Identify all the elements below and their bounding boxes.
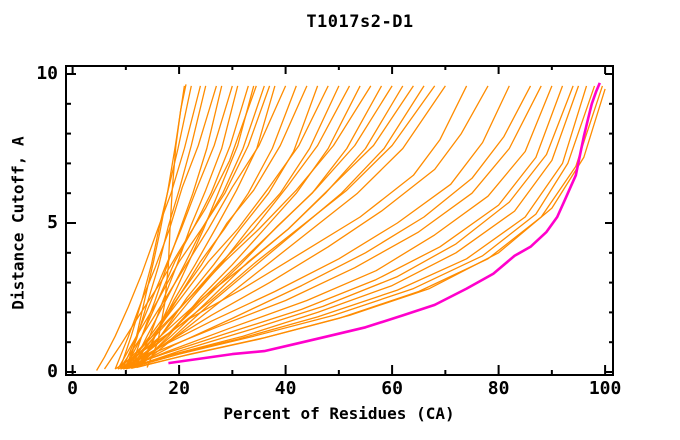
model-curve xyxy=(114,85,468,370)
model-curve xyxy=(120,85,510,370)
model-curve xyxy=(122,85,414,368)
plot-frame xyxy=(65,65,614,376)
model-curve xyxy=(136,88,606,369)
model-curve xyxy=(117,85,542,370)
model-curve xyxy=(123,85,588,370)
x-tick-label: 60 xyxy=(381,378,403,399)
model-curve xyxy=(125,85,351,368)
model-curve xyxy=(96,85,202,371)
model-curve xyxy=(103,85,257,370)
model-curve xyxy=(119,85,287,368)
model-curve xyxy=(130,85,265,368)
x-tick-label: 100 xyxy=(588,378,622,399)
x-tick-label: 20 xyxy=(168,378,190,399)
model-curve xyxy=(120,85,372,368)
model-curve xyxy=(130,85,297,367)
x-axis-label: Percent of Residues (CA) xyxy=(223,404,455,423)
model-curve xyxy=(122,85,329,368)
model-curve xyxy=(133,85,340,367)
model-curve xyxy=(125,85,249,368)
model-curve xyxy=(117,85,271,370)
model-curve xyxy=(120,85,564,370)
y-tick-label: 10 xyxy=(36,63,58,84)
model-curve xyxy=(127,85,186,368)
x-tick-label: 0 xyxy=(67,378,79,399)
x-tick-label: 80 xyxy=(487,378,510,399)
y-tick-label: 0 xyxy=(47,361,58,382)
model-curve xyxy=(119,85,192,368)
model-curve xyxy=(122,85,233,368)
y-tick-label: 5 xyxy=(47,212,58,233)
model-curve xyxy=(114,85,218,370)
model-curve xyxy=(125,85,308,368)
model-curve xyxy=(125,85,489,369)
x-tick-label: 40 xyxy=(274,378,297,399)
highlighted-model-curve xyxy=(168,82,601,365)
model-curve xyxy=(138,85,446,367)
model-curve xyxy=(125,85,580,370)
chart-title: T1017s2-D1 xyxy=(306,12,414,32)
model-curve xyxy=(133,85,425,367)
model-curve xyxy=(128,85,596,370)
model-curve xyxy=(125,85,553,370)
model-curve xyxy=(130,85,574,369)
